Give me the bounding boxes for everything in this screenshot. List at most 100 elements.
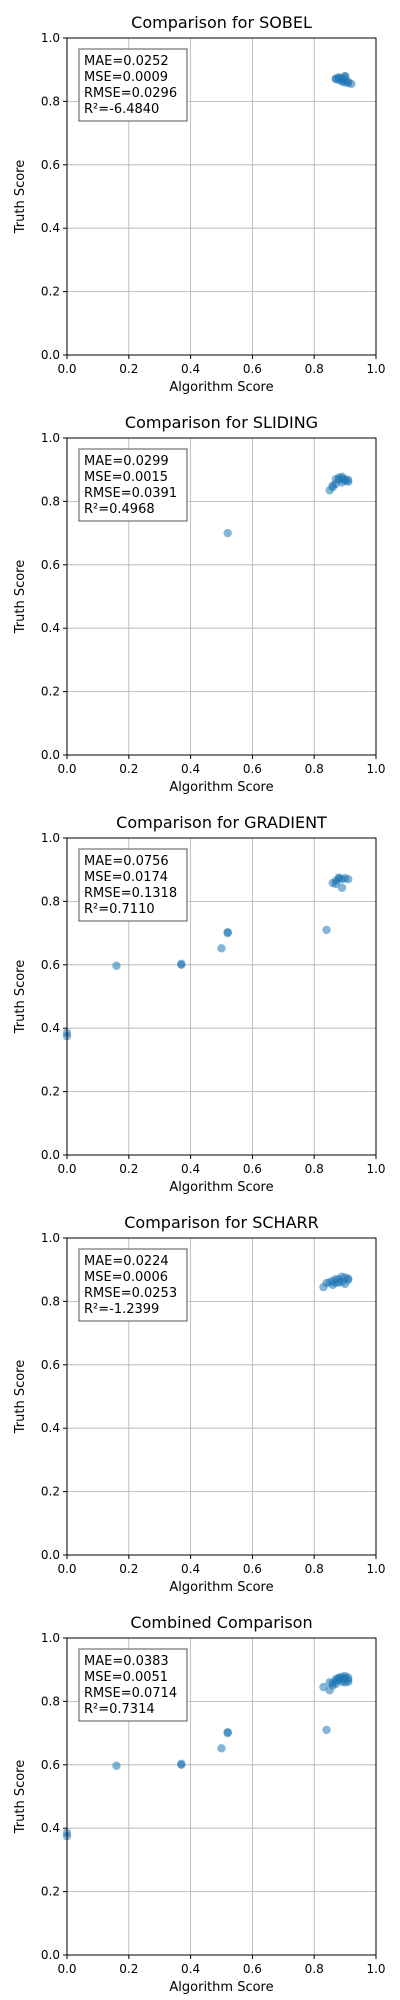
chart-panel-2: Comparison for SLIDING 0.0 0.2 0.4 0.6 0.8 1.0…: [13, 413, 386, 795]
stats-box-frame: [78, 448, 188, 522]
scatter-point: [112, 1761, 121, 1770]
stat-line: RMSE=0.0714: [84, 1686, 177, 1701]
stat-line: MAE=0.0252: [84, 54, 169, 69]
x-tick-label: 0.8: [305, 762, 324, 776]
x-tick-label: 0.2: [119, 1162, 138, 1176]
x-axis-label: Algorithm Score: [169, 1180, 273, 1195]
x-tick-label: 0.6: [243, 1162, 262, 1176]
y-tick-label: 0.6: [41, 158, 60, 172]
x-tick-label: 0.4: [181, 1962, 200, 1976]
x-tick-label: 0.2: [119, 1962, 138, 1976]
y-tick-label: 1.0: [41, 1631, 60, 1645]
axes-frame: [66, 1237, 377, 1556]
scatter-point: [343, 1673, 353, 1682]
scatter-point: [334, 73, 344, 82]
x-tick-label: 0.6: [243, 762, 262, 776]
scatter-point: [177, 959, 186, 969]
y-tick-label: 0.2: [41, 685, 60, 699]
x-tick-label: 0.2: [119, 1562, 138, 1576]
y-tick-label: 0.6: [41, 1758, 60, 1772]
stats-box: MAE=0.0224MSE=0.0006RMSE=0.0253R²=-1.239…: [78, 1248, 188, 1322]
scatter-point: [217, 1744, 226, 1753]
x-axis-label: Algorithm Score: [169, 1980, 273, 1995]
stat-line: MAE=0.0756: [84, 854, 169, 869]
scatter-point: [334, 1278, 344, 1287]
stat-line: R²=0.7314: [84, 1702, 155, 1717]
stat-line: MSE=0.0051: [84, 1670, 168, 1685]
stat-line: RMSE=0.0253: [84, 1286, 177, 1301]
stat-line: MAE=0.0299: [84, 454, 169, 469]
x-tick-label: 0.0: [57, 1162, 76, 1176]
chart-panel-1: Comparison for SOBEL 0.0 0.2 0.4 0.6 0.8 1.0 0.…: [13, 13, 386, 395]
scatter-point: [177, 1759, 186, 1769]
x-axis-label: Algorithm Score: [169, 1580, 273, 1595]
stat-line: MAE=0.0224: [84, 1254, 169, 1269]
stat-line: MSE=0.0009: [84, 70, 168, 85]
stat-line: MSE=0.0174: [84, 870, 168, 885]
y-axis-label: Truth Score: [13, 560, 28, 635]
scatter-point: [331, 879, 341, 889]
y-tick-label: 0.0: [41, 348, 60, 362]
y-tick-label: 0.8: [41, 494, 60, 508]
scatter-point: [322, 1278, 331, 1288]
y-tick-label: 0.4: [41, 621, 60, 635]
stat-line: MSE=0.0006: [84, 1270, 168, 1285]
y-tick-label: 0.4: [41, 1421, 60, 1435]
y-tick-label: 0.6: [41, 1358, 60, 1372]
stat-line: MAE=0.0383: [84, 1654, 169, 1669]
y-axis-label: Truth Score: [13, 160, 28, 235]
y-tick-label: 0.6: [41, 558, 60, 572]
chart-panel-4: Comparison for SCHARR 0.0 0.2 0.4 0.6 0.8 1.0 0…: [13, 1213, 386, 1595]
x-tick-label: 0.8: [305, 1162, 324, 1176]
scatter-point: [343, 475, 353, 485]
scatter-point: [343, 875, 353, 884]
y-tick-label: 0.2: [41, 1485, 60, 1499]
chart-panel-5: Combined Comparison 0.0 0.2 0.4 0.6 0.8 1.0 0.0…: [13, 1613, 386, 1995]
stats-box-frame: [78, 48, 188, 122]
scatter-point: [340, 78, 350, 87]
scatter-point: [322, 1725, 331, 1735]
x-axis-label: Algorithm Score: [169, 780, 273, 795]
y-tick-label: 1.0: [41, 31, 60, 45]
stats-box-frame: [78, 848, 188, 922]
axes-frame: [66, 37, 377, 356]
x-tick-label: 0.8: [305, 1962, 324, 1976]
scatter-point: [223, 1727, 232, 1737]
y-tick-label: 0.2: [41, 1885, 60, 1899]
x-axis-label: Algorithm Score: [169, 380, 273, 395]
scatter-point: [223, 927, 232, 937]
x-tick-label: 1.0: [366, 762, 385, 776]
stats-box: MAE=0.0252MSE=0.0009RMSE=0.0296R²=-6.484…: [78, 48, 188, 122]
scatter-point: [325, 1678, 334, 1687]
y-tick-label: 0.6: [41, 958, 60, 972]
y-tick-label: 1.0: [41, 1231, 60, 1245]
y-tick-label: 1.0: [41, 831, 60, 845]
scatter-point: [319, 1682, 328, 1692]
y-tick-label: 0.2: [41, 1085, 60, 1099]
stats-box-frame: [78, 1248, 188, 1322]
x-tick-label: 0.6: [243, 362, 262, 376]
chart-title: Comparison for GRADIENT: [116, 813, 327, 832]
x-tick-label: 1.0: [366, 362, 385, 376]
stat-line: RMSE=0.0391: [84, 486, 177, 501]
axes-frame: [66, 1637, 377, 1956]
x-tick-label: 0.8: [305, 362, 324, 376]
y-tick-label: 0.0: [41, 1148, 60, 1162]
y-tick-label: 0.8: [41, 94, 60, 108]
stats-box-frame: [78, 1648, 188, 1722]
scatter-point: [337, 472, 347, 481]
y-tick-label: 0.0: [41, 1548, 60, 1562]
y-tick-label: 1.0: [41, 431, 60, 445]
x-tick-label: 0.4: [181, 1562, 200, 1576]
y-tick-label: 0.4: [41, 1821, 60, 1835]
x-tick-label: 0.6: [243, 1562, 262, 1576]
x-tick-label: 0.4: [181, 362, 200, 376]
stat-line: R²=0.4968: [84, 502, 155, 517]
x-tick-label: 0.6: [243, 1962, 262, 1976]
y-tick-label: 0.4: [41, 221, 60, 235]
scatter-point: [337, 883, 347, 892]
axes-frame: [66, 837, 377, 1156]
x-tick-label: 0.2: [119, 362, 138, 376]
axes-frame: [66, 437, 377, 756]
